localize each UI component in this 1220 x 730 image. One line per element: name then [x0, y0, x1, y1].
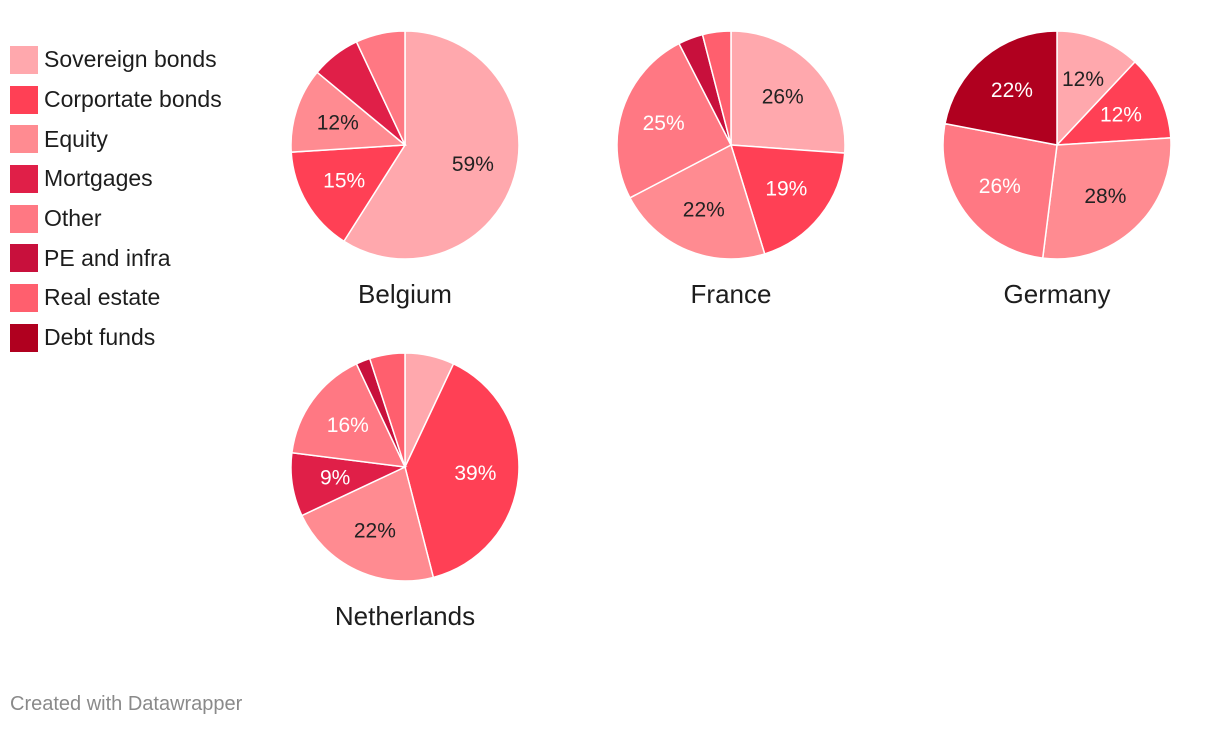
slice-label: 26%: [979, 175, 1021, 198]
slice-label: 9%: [320, 467, 350, 490]
pie-slice-sovereign-bonds: [730, 30, 846, 154]
legend-swatch: [10, 85, 38, 114]
slice-label: 12%: [317, 112, 359, 135]
pie-chart-netherlands: 39% 22% 9% 16% Netherlands: [290, 352, 520, 631]
legend-label: PE and infra: [44, 244, 171, 271]
pie-slice-equity: [300, 465, 435, 582]
pie-slice-corportate-bonds: [404, 362, 520, 579]
pie-slice-other: [355, 30, 406, 146]
legend-swatch: [10, 204, 38, 233]
slice-label: 22%: [683, 199, 725, 222]
slice-label: 28%: [1084, 185, 1126, 208]
pie-slice-equity: [290, 71, 407, 153]
slice-label: 59%: [452, 153, 494, 176]
pie-title: Belgium: [358, 279, 452, 309]
pie-svg: 39% 22% 9% 16%: [290, 352, 520, 582]
pie-svg: 59% 15% 12%: [290, 30, 520, 260]
pie-chart-germany: 12% 12% 28% 26% 22% Germany: [942, 30, 1172, 309]
legend-item: Corportate bonds: [10, 80, 222, 120]
pie-slice-sovereign-bonds: [342, 30, 520, 260]
slice-label: 16%: [327, 414, 369, 437]
legend-label: Mortgages: [44, 165, 153, 192]
pie-chart-belgium: 59% 15% 12% Belgium: [290, 30, 520, 309]
slice-label: 22%: [991, 79, 1033, 102]
pie-slice-real-estate: [701, 30, 732, 146]
legend-label: Equity: [44, 125, 108, 152]
legend-label: Corportate bonds: [44, 86, 222, 113]
legend-swatch: [10, 323, 38, 352]
legend-label: Sovereign bonds: [44, 46, 217, 73]
pie-title: France: [690, 279, 772, 309]
pie-slice-sovereign-bonds: [1056, 30, 1137, 147]
legend-item: Real estate: [10, 278, 222, 318]
legend-item: Other: [10, 199, 222, 239]
slice-label: 12%: [1062, 68, 1104, 91]
legend-item: Mortgages: [10, 159, 222, 199]
legend-swatch: [10, 125, 38, 154]
legend-label: Real estate: [44, 284, 161, 311]
pie-title: Germany: [1003, 279, 1111, 309]
pie-slice-other: [942, 122, 1058, 259]
pie-slice-corportate-bonds: [290, 144, 407, 243]
legend-item: Debt funds: [10, 318, 222, 358]
pie-slice-debt-funds: [944, 30, 1058, 146]
pie-svg: 26% 19% 22% 25%: [616, 30, 846, 260]
legend-label: Debt funds: [44, 324, 156, 351]
legend-label: Other: [44, 205, 102, 232]
slice-label: 19%: [765, 177, 807, 200]
pie-slice-real-estate: [368, 352, 406, 468]
footer-credit: Created with Datawrapper: [10, 693, 243, 715]
legend-swatch: [10, 283, 38, 312]
pie-slice-equity: [628, 143, 766, 260]
legend-swatch: [10, 164, 38, 193]
pie-svg: 12% 12% 28% 26% 22%: [942, 30, 1172, 260]
legend-item: PE and infra: [10, 238, 222, 278]
slice-label: 12%: [1100, 103, 1142, 126]
slice-label: 25%: [643, 112, 685, 135]
slice-label: 22%: [354, 519, 396, 542]
legend-swatch: [10, 244, 38, 273]
legend: Sovereign bonds Corportate bonds Equity Mor…: [10, 40, 222, 358]
slice-label: 26%: [762, 85, 804, 108]
slice-label: 39%: [454, 462, 496, 485]
legend-swatch: [10, 45, 38, 74]
legend-item: Sovereign bonds: [10, 40, 222, 80]
slice-label: 15%: [323, 169, 365, 192]
pie-slice-other: [291, 362, 407, 468]
pie-chart-france: 26% 19% 22% 25% France: [616, 30, 846, 309]
pie-slice-corportate-bonds: [729, 144, 846, 255]
pie-slice-corportate-bonds: [1055, 60, 1172, 146]
pie-slice-other: [616, 42, 733, 199]
pie-slice-equity: [1041, 137, 1172, 260]
legend-item: Equity: [10, 119, 222, 159]
pie-title: Netherlands: [334, 601, 476, 631]
